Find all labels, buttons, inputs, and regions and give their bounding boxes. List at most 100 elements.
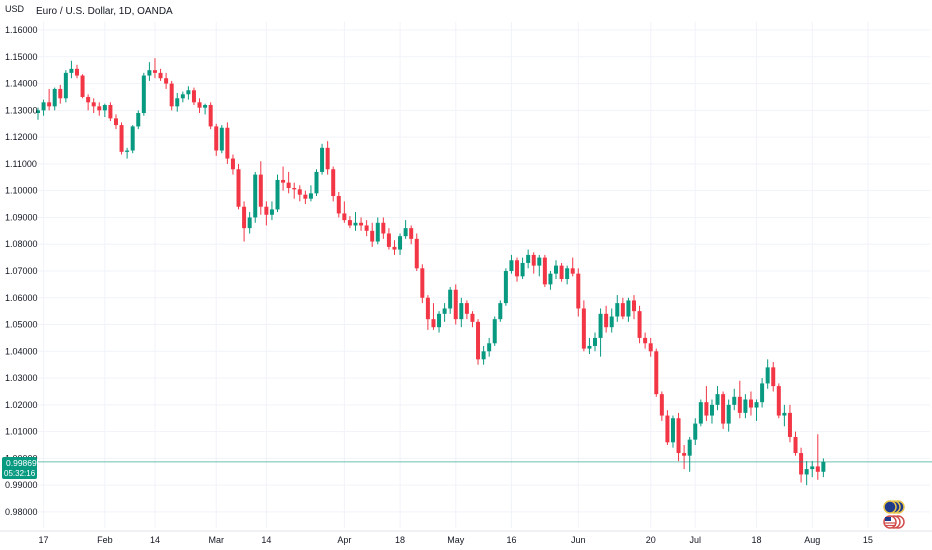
candle bbox=[787, 404, 792, 443]
candle-body bbox=[141, 75, 146, 114]
candle bbox=[80, 74, 85, 99]
candle-body bbox=[503, 270, 508, 304]
candle-body bbox=[253, 174, 258, 218]
y-tick-label: 1.07000 bbox=[5, 266, 38, 276]
candle-body bbox=[386, 233, 391, 247]
candle-body bbox=[698, 402, 703, 424]
candle bbox=[476, 319, 481, 365]
candle-body bbox=[353, 222, 358, 226]
candle-body bbox=[648, 343, 653, 352]
candle-body bbox=[74, 68, 79, 76]
x-axis[interactable]: 17Feb14Mar14Apr18May16Jun20Jul18Aug15Sep bbox=[0, 530, 932, 545]
candle-body bbox=[214, 126, 219, 151]
candle-body bbox=[726, 404, 731, 424]
candle bbox=[676, 412, 681, 462]
candle bbox=[164, 72, 169, 89]
price-badge-bg bbox=[2, 457, 37, 479]
candle bbox=[587, 337, 592, 354]
candle-body bbox=[197, 102, 202, 108]
candle-body bbox=[637, 311, 642, 338]
candle bbox=[258, 161, 263, 215]
candle bbox=[347, 216, 352, 229]
candles bbox=[36, 58, 826, 486]
candle bbox=[398, 233, 403, 255]
candle bbox=[320, 143, 325, 175]
candle bbox=[804, 461, 809, 486]
x-tick-label: Jul bbox=[690, 535, 702, 545]
x-tick-label: 16 bbox=[506, 535, 516, 545]
candle-body bbox=[370, 230, 375, 242]
candle-body bbox=[264, 206, 269, 215]
candle-body bbox=[743, 399, 748, 413]
candle bbox=[542, 254, 547, 288]
candle bbox=[793, 431, 798, 456]
candle-body bbox=[704, 402, 709, 416]
candle bbox=[136, 110, 141, 130]
candle bbox=[342, 201, 347, 223]
candle bbox=[292, 182, 297, 199]
candle-body bbox=[709, 404, 714, 416]
candle-body bbox=[303, 194, 308, 199]
candle bbox=[665, 410, 670, 446]
candle-body bbox=[364, 225, 369, 231]
candle bbox=[593, 332, 597, 352]
candle-body bbox=[598, 313, 603, 338]
candle-body bbox=[459, 303, 464, 320]
candle-body bbox=[548, 273, 553, 285]
x-tick-label: 18 bbox=[752, 535, 762, 545]
candle bbox=[776, 383, 781, 419]
candle bbox=[448, 287, 453, 314]
eur-usd-flags-icon[interactable] bbox=[883, 500, 905, 529]
candle-body bbox=[41, 102, 46, 111]
candle-body bbox=[392, 246, 397, 250]
candle bbox=[169, 80, 174, 111]
y-tick-label: 1.09000 bbox=[5, 212, 38, 222]
candle bbox=[58, 84, 63, 104]
y-axis[interactable]: 1.16000 1.15000 1.14000 1.13000 1.12000 1.110… bbox=[5, 25, 38, 517]
candle bbox=[637, 305, 642, 344]
candle-body bbox=[225, 127, 230, 159]
candle-body bbox=[609, 316, 614, 328]
candle-body bbox=[526, 254, 531, 263]
candle bbox=[464, 300, 469, 320]
candle-body bbox=[420, 268, 425, 298]
x-tick-label: Jun bbox=[571, 535, 586, 545]
candle-body bbox=[676, 418, 681, 454]
candle bbox=[743, 394, 748, 419]
candle-body bbox=[492, 319, 497, 344]
candle-body bbox=[69, 68, 74, 73]
x-tick-label: 17 bbox=[39, 535, 49, 545]
candle bbox=[308, 185, 313, 202]
candle-body bbox=[63, 72, 68, 99]
candle bbox=[526, 249, 531, 269]
candle-body bbox=[269, 209, 274, 215]
candle-body bbox=[58, 88, 63, 99]
candle bbox=[481, 345, 486, 365]
candle bbox=[269, 201, 274, 221]
candle-body bbox=[281, 179, 286, 183]
candle bbox=[732, 388, 737, 411]
candle-body bbox=[230, 158, 235, 170]
candle bbox=[748, 391, 753, 416]
candle-body bbox=[325, 147, 330, 170]
candle bbox=[381, 217, 386, 239]
candle-body bbox=[643, 337, 648, 344]
current-price: 0.99869 bbox=[6, 458, 37, 468]
candle-body bbox=[687, 439, 692, 456]
candle bbox=[108, 102, 113, 122]
candle bbox=[810, 461, 815, 478]
candle bbox=[559, 262, 564, 282]
candle bbox=[409, 225, 414, 245]
candle-body bbox=[604, 313, 609, 328]
candle-body bbox=[113, 118, 118, 126]
candle-body bbox=[748, 399, 753, 408]
candle-body bbox=[158, 72, 163, 79]
y-tick-label: 1.10000 bbox=[5, 186, 38, 196]
candle-body bbox=[147, 70, 152, 76]
candle-body bbox=[760, 383, 765, 403]
candle bbox=[492, 316, 497, 346]
candle-body bbox=[587, 345, 592, 349]
candle-body bbox=[464, 303, 469, 314]
